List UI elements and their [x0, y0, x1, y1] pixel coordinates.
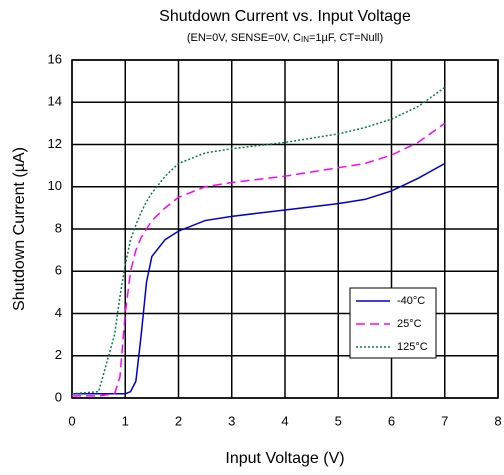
chart-subtitle: (EN=0V, SENSE=0V, CIN=1µF, CT=Null) — [187, 32, 383, 44]
chart-title: Shutdown Current vs. Input Voltage — [159, 8, 411, 25]
subtitle-subscript: IN — [301, 35, 309, 44]
series-line — [71, 86, 446, 395]
x-tick-label: 6 — [388, 413, 395, 428]
x-tick-label: 3 — [228, 413, 235, 428]
y-tick-label: 2 — [55, 347, 62, 362]
legend-label: -40°C — [397, 295, 425, 307]
y-tick-label: 8 — [55, 220, 62, 235]
x-tick-label: 5 — [335, 413, 342, 428]
x-tick-label: 0 — [68, 413, 75, 428]
y-tick-label: 10 — [48, 178, 62, 193]
x-tick-label: 8 — [494, 413, 501, 428]
x-axis-label: Input Voltage (V) — [225, 450, 344, 467]
x-tick-label: 7 — [441, 413, 448, 428]
y-axis-label: Shutdown Current (µA) — [11, 147, 28, 311]
y-tick-label: 16 — [48, 51, 62, 66]
subtitle-part: =1µF, CT=Null) — [309, 32, 383, 44]
legend-label: 125°C — [397, 341, 428, 353]
series-line — [72, 122, 446, 397]
y-tick-label: 0 — [55, 389, 62, 404]
y-tick-label: 4 — [55, 305, 62, 320]
subtitle-part: (EN=0V, SENSE=0V, C — [187, 32, 301, 44]
y-tick-label: 6 — [55, 263, 62, 278]
y-tick-label: 12 — [48, 136, 62, 151]
y-tick-label: 14 — [48, 94, 62, 109]
series-line — [72, 162, 446, 395]
legend-label: 25°C — [397, 318, 422, 330]
x-tick-label: 1 — [122, 413, 129, 428]
x-tick-label: 4 — [281, 413, 288, 428]
x-tick-label: 2 — [175, 413, 182, 428]
